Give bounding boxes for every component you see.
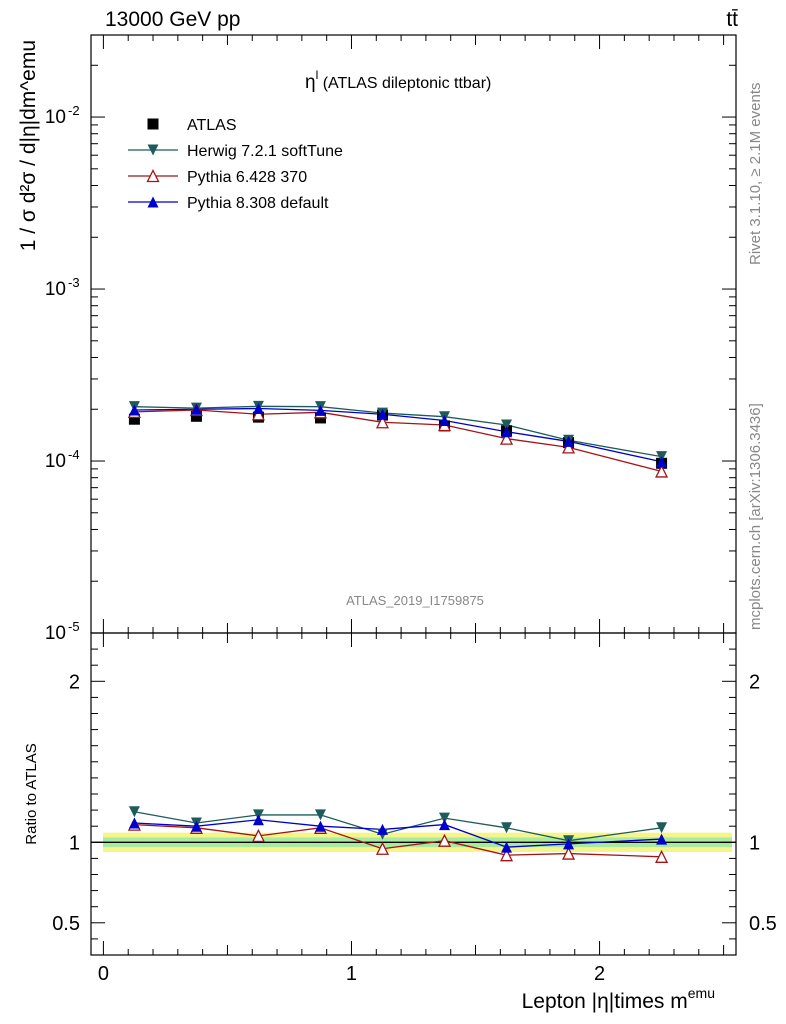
legend-label: ATLAS (187, 117, 237, 134)
y-tick-label: 1 (69, 832, 80, 854)
y-tick-label: 0.5 (52, 913, 80, 935)
data-point (656, 456, 668, 468)
data-point (252, 403, 264, 415)
ratio-data-point (314, 820, 326, 832)
ratio-data-point (439, 819, 451, 831)
ratio-frame (90, 632, 737, 956)
x-tick-label: 1 (346, 963, 357, 985)
ratio-data-point (128, 806, 140, 818)
y-tick-label-exp: -5 (68, 619, 80, 634)
legend-label: Pythia 8.308 default (187, 195, 329, 212)
ratio-data-point (655, 849, 669, 863)
ratio-data-point (501, 841, 513, 853)
legend-marker (147, 144, 159, 156)
series-line (134, 407, 662, 463)
data-point (190, 410, 202, 422)
data-point (439, 415, 451, 427)
data-point (190, 403, 202, 415)
ratio-data-point (499, 848, 514, 862)
data-point (655, 464, 669, 478)
data-point (376, 408, 388, 420)
data-point (499, 431, 514, 445)
ratio-data-point (501, 822, 513, 834)
data-point (314, 404, 326, 416)
data-point (128, 404, 140, 416)
ratio-data-point (561, 846, 576, 860)
ratio-data-point (190, 820, 202, 832)
ratio-data-point (314, 809, 326, 821)
data-point (375, 415, 390, 429)
data-point (501, 426, 513, 438)
legend-label: Herwig 7.2.1 softTune (187, 143, 343, 160)
x-axis-label-sup: emu (688, 985, 715, 1001)
data-point (501, 419, 513, 431)
ratio-data-point (128, 817, 140, 829)
legend-label: Pythia 6.428 370 (187, 169, 307, 186)
ratio-data-point (437, 833, 452, 847)
legend-marker (147, 196, 159, 208)
x-axis-label-text: Lepton |η|times m (522, 990, 688, 1013)
ratio-data-point (563, 838, 575, 850)
y-tick-label-right: 1 (749, 832, 760, 854)
ratio-data-point (251, 828, 266, 843)
mcplots-label: mcplots.cern.ch [arXiv:1306.3436] (747, 403, 764, 630)
main-title-sup: l (316, 68, 319, 82)
process-label: tt̄ (726, 8, 738, 31)
legend-marker (147, 118, 159, 130)
ratio-data-point (252, 814, 264, 826)
y-tick-label: 10 (45, 279, 66, 300)
y-tick-label-exp: -2 (68, 103, 80, 118)
ratio-data-point (656, 833, 668, 845)
energy-label: 13000 GeV pp (105, 8, 240, 31)
data-point (561, 440, 576, 454)
legend: ATLAS Herwig 7.2.1 softTune Pythia 6.428 3… (128, 117, 343, 212)
rivet-label: Rivet 3.1.10, ≥ 2.1M events (747, 83, 764, 266)
y-tick-label: 10 (45, 107, 66, 128)
ratio-data-point (439, 812, 451, 824)
legend-marker (146, 169, 160, 183)
ratio-panel: 2 2 1 1 0.5 0.5 0 1 2 Ratio to ATLAS Lepton |η|t… (23, 632, 777, 1013)
data-point (251, 407, 266, 421)
y-tick-label-right: 0.5 (749, 913, 777, 935)
data-point (128, 413, 140, 425)
main-title: ηl (ATLAS dileptonic ttbar) (305, 68, 491, 93)
y-tick-label: 10 (45, 623, 66, 644)
main-panel: 10-210-310-410-5 ηl (ATLAS dileptonic tt… (17, 34, 737, 644)
x-axis-label: Lepton |η|times memu (522, 985, 715, 1013)
x-tick-label: 0 (98, 963, 109, 985)
ratio-data-point (376, 823, 388, 835)
watermark: ATLAS_2019_I1759875 (346, 593, 484, 608)
svg-text:ηl (ATLAS dileptonic ttbar): ηl (ATLAS dileptonic ttbar) (305, 68, 491, 93)
x-tick-label: 2 (594, 963, 605, 985)
ratio-data-point (375, 841, 390, 855)
y-tick-label: 2 (69, 671, 80, 693)
main-y-axis-label: 1 / σ d²σ / d|η|dm^emu (17, 40, 40, 251)
y-tick-label-exp: -3 (68, 275, 80, 290)
series-line (134, 405, 662, 458)
main-title-text: η (305, 72, 316, 93)
ratio-y-axis-label: Ratio to ATLAS (23, 743, 40, 844)
series-line (134, 409, 662, 473)
y-tick-label-right: 2 (749, 671, 760, 693)
data-point (563, 435, 575, 447)
ratio-data-point (656, 822, 668, 834)
main-title-rest: (ATLAS dileptonic ttbar) (318, 75, 491, 92)
y-tick-label: 10 (45, 451, 66, 472)
y-tick-label-exp: -4 (68, 447, 80, 462)
